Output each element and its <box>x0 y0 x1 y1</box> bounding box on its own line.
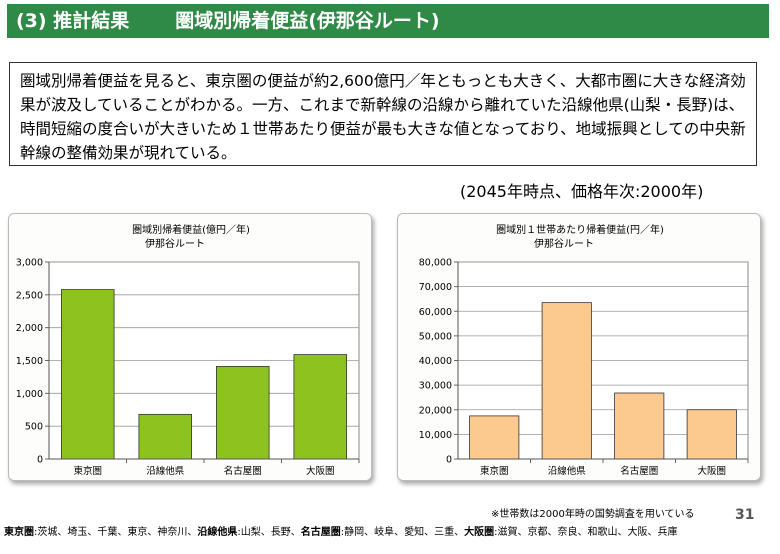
x-tick-label: 東京圏 <box>73 465 102 477</box>
x-tick-label: 名古屋圏 <box>620 465 658 477</box>
region-members: :山梨、長野、 <box>237 527 301 538</box>
household-benefit-chart: 圏域別１世帯あたり帰着便益(円／年) 伊那谷ルート 0 10,000 20,000 30,… <box>419 223 749 477</box>
y-tick-label: 80,000 <box>419 258 452 269</box>
x-tick-label: 東京圏 <box>480 465 509 477</box>
region-definitions: 東京圏:茨城、埼玉、千葉、東京、神奈川、沿線他県:山梨、長野、名古屋圏:静岡、岐… <box>4 523 678 538</box>
bar <box>61 289 115 460</box>
x-tick-label: 大阪圏 <box>697 465 726 477</box>
region-members: :静岡、岐阜、愛知、三重、 <box>340 527 465 538</box>
chart-panel-total-benefit: 圏域別帰着便益(億円／年) 伊那谷ルート 0 500 1,000 1,500 2,000 2,… <box>8 213 372 481</box>
y-tick-label: 40,000 <box>419 356 452 367</box>
bar <box>293 354 347 460</box>
bar <box>215 366 270 460</box>
y-tick-label: 3,000 <box>16 258 43 269</box>
bar <box>686 409 737 460</box>
chart-subtitle: 伊那谷ルート <box>534 238 594 250</box>
region-members: :滋賀、京都、奈良、和歌山、大阪、兵庫 <box>494 527 678 538</box>
region-members: :茨城、埼玉、千葉、東京、神奈川、 <box>34 527 198 538</box>
y-tick-label: 50,000 <box>419 331 452 342</box>
y-tick-label: 1,500 <box>16 356 43 367</box>
x-tick-label: 大阪圏 <box>306 465 335 477</box>
y-tick-label: 60,000 <box>419 307 452 318</box>
chart-title: 圏域別帰着便益(億円／年) <box>132 223 250 236</box>
price-year-note: (2045年時点、価格年次:2000年) <box>460 182 704 201</box>
bar <box>138 413 192 460</box>
y-tick-label: 0 <box>446 455 452 466</box>
footnote: ※世帯数は2000年時の国勢調査を用いている <box>491 509 695 520</box>
y-tick-label: 1,000 <box>16 389 43 400</box>
summary-box: 圏域別帰着便益を見ると、東京圏の便益が約2,600億円／年ともっとも大きく、大都… <box>9 62 757 166</box>
y-tick-label: 20,000 <box>419 405 452 416</box>
bar <box>541 302 592 460</box>
page-number: 31 <box>735 507 755 523</box>
chart-panel-household-benefit: 圏域別１世帯あたり帰着便益(円／年) 伊那谷ルート 0 10,000 20,000 30,… <box>397 213 761 481</box>
y-tick-label: 2,500 <box>16 290 43 301</box>
total-benefit-chart: 圏域別帰着便益(億円／年) 伊那谷ルート 0 500 1,000 1,500 2,000 2,… <box>16 223 360 477</box>
section-header: (3) 推計結果 圏域別帰着便益(伊那谷ルート) <box>7 4 769 38</box>
x-tick-label: 沿線他県 <box>146 465 185 477</box>
region-term: 東京圏 <box>4 527 34 538</box>
bar <box>614 392 665 460</box>
y-tick-label: 10,000 <box>419 430 452 441</box>
bar <box>469 415 520 460</box>
section-title: 圏域別帰着便益(伊那谷ルート) <box>175 10 440 32</box>
chart-subtitle: 伊那谷ルート <box>145 238 205 250</box>
chart-title: 圏域別１世帯あたり帰着便益(円／年) <box>496 223 664 236</box>
y-tick-label: 70,000 <box>419 282 452 293</box>
section-number: (3) 推計結果 <box>16 10 130 32</box>
region-term: 大阪圏 <box>464 527 495 538</box>
y-tick-label: 2,000 <box>16 323 43 334</box>
y-tick-label: 0 <box>37 455 43 466</box>
x-tick-label: 名古屋圏 <box>224 465 262 477</box>
region-term: 沿線他県 <box>197 527 238 538</box>
x-tick-label: 沿線他県 <box>548 465 587 477</box>
y-tick-label: 500 <box>25 422 43 433</box>
y-tick-label: 30,000 <box>419 381 452 392</box>
region-term: 名古屋圏 <box>300 527 341 538</box>
